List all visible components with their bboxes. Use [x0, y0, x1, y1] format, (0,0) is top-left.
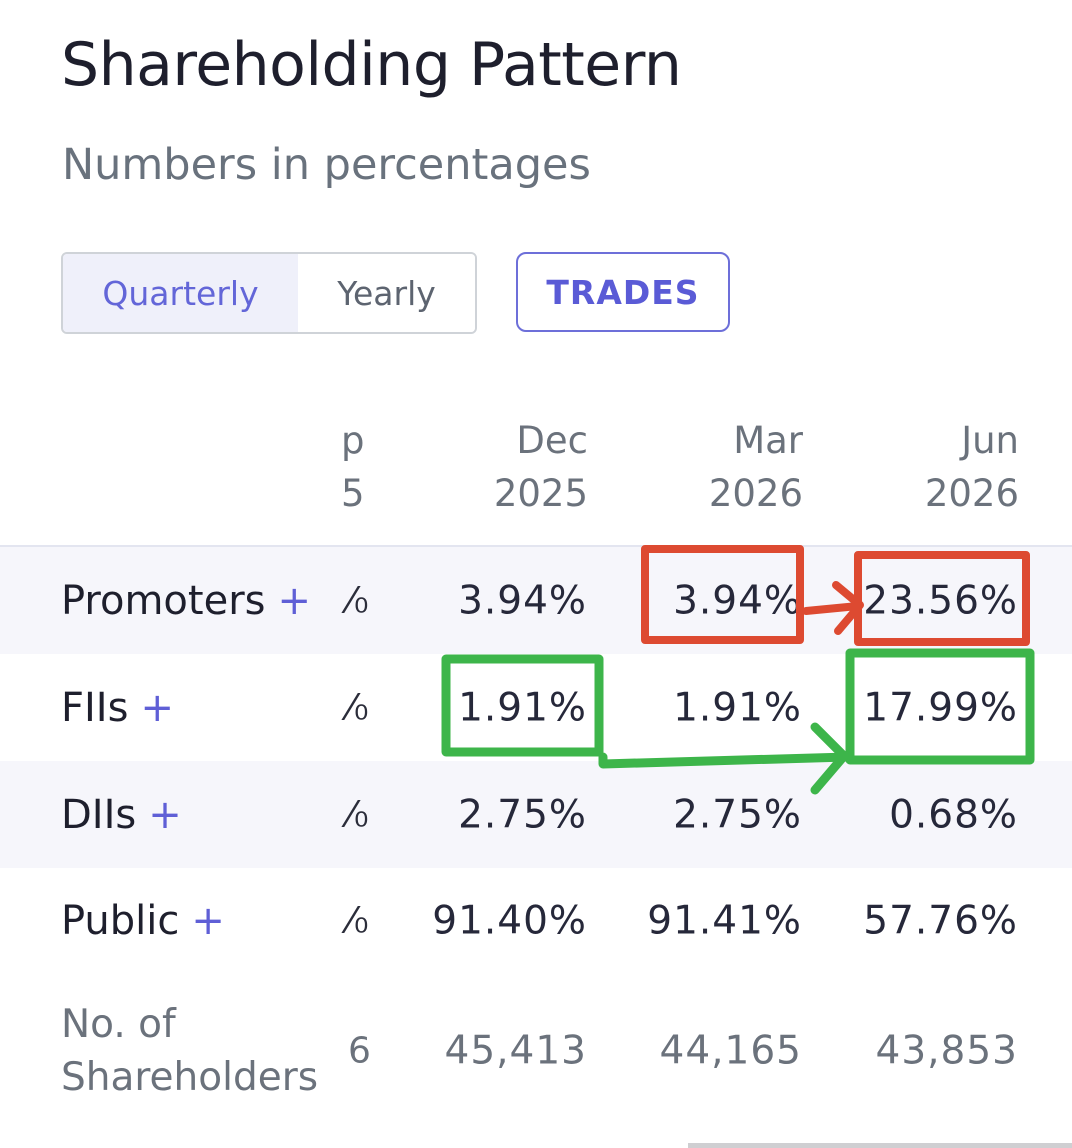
column-header-mar-2026: Mar 2026 — [708, 419, 803, 515]
cell-dec-2025: 45,413 — [444, 1028, 587, 1074]
header-divider — [0, 545, 1072, 547]
cell-jun-2026: 57.76% — [863, 898, 1018, 943]
cell-dec-2025: 2.75% — [458, 792, 587, 837]
table-row-fiis: FIIs + ⁄₀ 1.91% 1.91% 17.99% — [0, 654, 1072, 761]
cell-mar-2026: 2.75% — [673, 792, 802, 837]
scrollbar[interactable] — [688, 1143, 1072, 1148]
quarterly-tab[interactable]: Quarterly — [63, 254, 298, 332]
page-subtitle: Numbers in percentages — [62, 140, 591, 190]
table-row-shareholders: No. of Shareholders 6 45,413 44,165 43,8… — [0, 997, 1072, 1105]
table-row-promoters: Promoters + ⁄₀ 3.94% 3.94% 23.56% — [0, 547, 1072, 654]
cell-jun-2026: 43,853 — [875, 1028, 1018, 1074]
cell-mar-2026: 44,165 — [659, 1028, 802, 1074]
row-label: No. of Shareholders — [61, 1002, 319, 1100]
cell-previous: ⁄₀ — [348, 580, 369, 621]
row-label[interactable]: FIIs + — [61, 684, 174, 731]
cell-mar-2026: 91.41% — [647, 898, 802, 943]
cell-dec-2025: 3.94% — [458, 578, 587, 623]
row-label[interactable]: Public + — [61, 897, 225, 944]
column-header-jun-2026: Jun 2026 — [924, 419, 1019, 515]
expand-plus-icon[interactable]: + — [191, 897, 225, 944]
expand-plus-icon[interactable]: + — [148, 791, 182, 838]
yearly-tab[interactable]: Yearly — [298, 254, 475, 332]
trades-button[interactable]: TRADES — [516, 252, 730, 332]
column-header-previous: p 5 — [341, 419, 365, 515]
cell-jun-2026: 17.99% — [863, 685, 1018, 730]
table-row-diis: DIIs + ⁄₀ 2.75% 2.75% 0.68% — [0, 761, 1072, 868]
table-row-public: Public + ⁄₀ 91.40% 91.41% 57.76% — [0, 867, 1072, 974]
cell-jun-2026: 23.56% — [863, 578, 1018, 623]
expand-plus-icon[interactable]: + — [140, 684, 174, 731]
cell-mar-2026: 1.91% — [673, 685, 802, 730]
page-title: Shareholding Pattern — [61, 30, 682, 100]
column-header-dec-2025: Dec 2025 — [493, 419, 588, 515]
cell-jun-2026: 0.68% — [889, 792, 1018, 837]
cell-previous: ⁄₀ — [348, 900, 369, 941]
cell-previous: ⁄₀ — [348, 794, 369, 835]
cell-previous: ⁄₀ — [348, 687, 369, 728]
row-label[interactable]: DIIs + — [61, 791, 182, 838]
cell-previous: 6 — [348, 1030, 371, 1072]
cell-dec-2025: 91.40% — [432, 898, 587, 943]
row-label[interactable]: Promoters + — [61, 577, 311, 624]
cell-dec-2025: 1.91% — [458, 685, 587, 730]
period-toggle: Quarterly Yearly — [61, 252, 477, 334]
cell-mar-2026: 3.94% — [673, 578, 802, 623]
expand-plus-icon[interactable]: + — [277, 577, 311, 624]
